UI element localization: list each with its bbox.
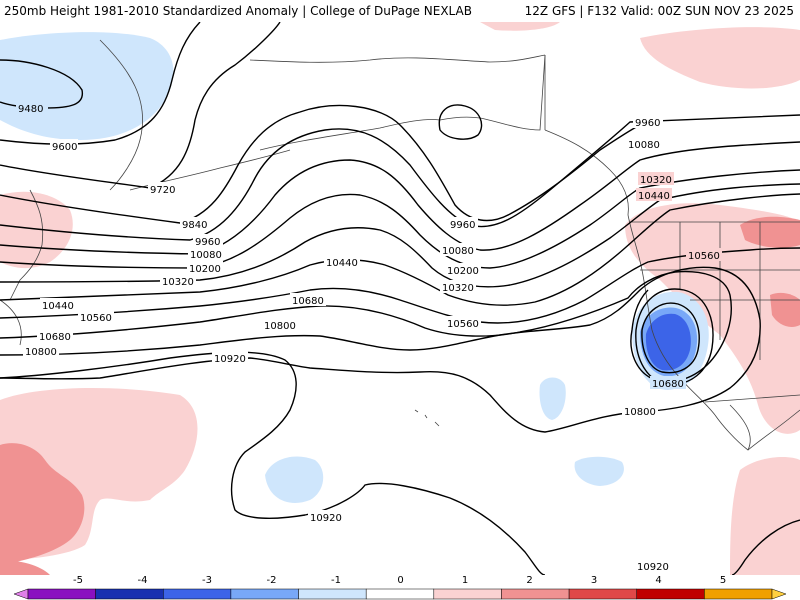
colorbar-tick-label: -2 — [266, 575, 277, 586]
label-10320-w: 10320 — [162, 277, 194, 288]
label-10800-e: 10800 — [624, 407, 656, 418]
colorbar-tick-label: 1 — [461, 575, 469, 586]
colorbar-tick-label: -4 — [137, 575, 148, 586]
label-10680-e: 10680 — [652, 379, 684, 390]
label-10080-c: 10080 — [442, 246, 474, 257]
anomaly-negative-south — [574, 456, 624, 486]
anomaly-negative-california-core — [645, 313, 691, 371]
colorbar-segment — [704, 588, 773, 600]
border-us-mexico — [704, 394, 800, 403]
colorbar-segment — [501, 588, 570, 600]
colorbar-segment — [365, 588, 435, 600]
colorbar-tick-labels: -5 -4 -3 -2 -1 0 1 2 3 4 5 — [0, 575, 800, 587]
colorbar-tick-label: -3 — [202, 575, 212, 586]
label-10320-c: 10320 — [442, 283, 474, 294]
label-9480: 9480 — [18, 104, 43, 115]
label-10920-s: 10920 — [310, 513, 342, 524]
label-9720: 9720 — [150, 185, 175, 196]
anomaly-positive-pnw-core — [740, 216, 800, 248]
colorbar-tick-label: 5 — [719, 575, 727, 586]
contour-9960-loop — [438, 104, 483, 140]
label-9840: 9840 — [182, 220, 207, 231]
colorbar-segment — [230, 588, 299, 600]
label-10800-w: 10800 — [25, 347, 57, 358]
colorbar-segment — [95, 588, 164, 600]
map-panel[interactable]: 9480 9600 9720 9840 9960 9960 9960 10080… — [0, 22, 800, 575]
model-valid-time: 12Z GFS | F132 Valid: 00Z SUN NOV 23 202… — [524, 4, 794, 18]
coastlines — [0, 39, 800, 451]
contour-labels: 9480 9600 9720 9840 9960 9960 9960 10080… — [16, 101, 722, 573]
anomaly-shading — [0, 22, 800, 575]
label-10920-w: 10920 — [214, 354, 246, 365]
label-10080-e: 10080 — [628, 140, 660, 151]
label-10800-c: 10800 — [264, 321, 296, 332]
label-9960-c: 9960 — [450, 220, 475, 231]
colorbar-tick-label: 3 — [590, 575, 598, 586]
label-10920-se: 10920 — [637, 562, 669, 573]
anomaly-positive-top-right — [640, 27, 800, 89]
coast-siberia — [99, 39, 143, 191]
anomaly-positive-west-edge — [0, 560, 50, 575]
anomaly-positive-top-small — [480, 22, 560, 31]
colorbar-svg — [13, 588, 787, 600]
label-10560-e: 10560 — [688, 251, 720, 262]
label-10200-w: 10200 — [189, 264, 221, 275]
contour-9960 — [0, 114, 800, 241]
coast-alaska-north — [249, 54, 546, 63]
label-10200-c: 10200 — [447, 266, 479, 277]
coast-alaska — [259, 54, 546, 151]
label-9960-e: 9960 — [635, 118, 660, 129]
contour-9720 — [0, 22, 281, 189]
anomaly-negative-hawaii-east — [539, 377, 566, 420]
anomaly-positive-pacific-nw — [625, 203, 800, 434]
label-10440-e: 10440 — [638, 191, 670, 202]
map-svg[interactable]: 9480 9600 9720 9840 9960 9960 9960 10080… — [0, 22, 800, 575]
colorbar-tick-label: 0 — [397, 575, 404, 586]
label-10440-w: 10440 — [42, 301, 74, 312]
label-10080-w: 10080 — [190, 250, 222, 261]
colorbar-segment — [163, 588, 232, 600]
anomaly-negative-central — [265, 456, 324, 503]
label-10680-c: 10680 — [292, 296, 324, 307]
contour-10800 — [0, 266, 761, 433]
hawaii-islands — [414, 409, 440, 427]
label-10440-c: 10440 — [326, 258, 358, 269]
contour-10320 — [0, 183, 800, 288]
coast-mexico — [747, 409, 800, 451]
anomaly-colorbar: -5 -4 -3 -2 -1 0 1 2 3 4 5 — [0, 575, 800, 600]
label-10680-w: 10680 — [39, 332, 71, 343]
contour-10920-east — [731, 519, 800, 575]
contour-loop-inner — [641, 302, 700, 374]
coast-japan — [0, 299, 22, 346]
label-9600: 9600 — [52, 142, 77, 153]
label-10560-c: 10560 — [447, 319, 479, 330]
colorbar-tick-label: -5 — [73, 575, 83, 586]
label-10320-e: 10320 — [640, 175, 672, 186]
colorbar-segment — [27, 588, 96, 600]
contour-10920-w — [0, 351, 546, 575]
coast-kamchatka — [9, 189, 44, 301]
colorbar-min-extend — [13, 588, 29, 600]
label-10560-w: 10560 — [80, 313, 112, 324]
colorbar-tick-label: 2 — [526, 575, 533, 586]
colorbar-segment — [568, 588, 637, 600]
colorbar-segment — [636, 588, 705, 600]
anomaly-positive-west-core — [0, 443, 85, 565]
colorbar-tick-label: 4 — [655, 575, 662, 586]
coast-bc — [544, 129, 629, 216]
anomaly-positive-east-edge — [770, 292, 800, 327]
colorbar-segment — [298, 588, 367, 600]
map-header: 250mb Height 1981-2010 Standardized Anom… — [0, 0, 800, 22]
label-9960-w: 9960 — [195, 237, 220, 248]
colorbar-tick-label: -1 — [331, 575, 341, 586]
anomaly-positive-southeast — [730, 457, 800, 575]
colorbar-max-extend — [771, 588, 787, 600]
colorbar-segment — [433, 588, 502, 600]
coast-westcoast — [627, 214, 716, 416]
map-title: 250mb Height 1981-2010 Standardized Anom… — [4, 4, 472, 18]
